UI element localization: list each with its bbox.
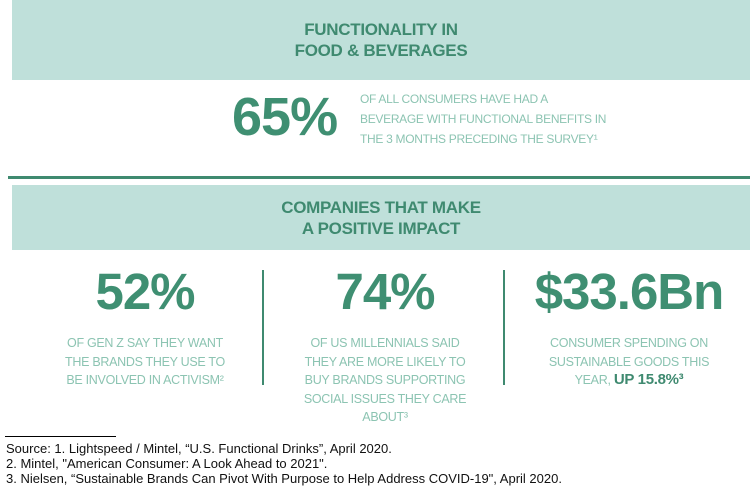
section2-header: COMPANIES THAT MAKE A POSITIVE IMPACT <box>12 185 750 250</box>
section1-title-line1: FUNCTIONALITY IN <box>304 20 458 39</box>
stat-column-spending: $33.6Bn CONSUMER SPENDING ON SUSTAINABLE… <box>508 262 750 390</box>
desc-line: BEVERAGE WITH FUNCTIONAL BENEFITS IN <box>360 112 607 126</box>
desc-line: OF US MILLENNIALS SAID <box>310 336 460 350</box>
section1-title-line2: FOOD & BEVERAGES <box>294 41 468 60</box>
stat-description: OF GEN Z SAY THEY WANT THE BRANDS THEY U… <box>65 334 225 390</box>
footnotes: Source: 1. Lightspeed / Mintel, “U.S. Fu… <box>6 441 562 486</box>
stat-description: CONSUMER SPENDING ON SUSTAINABLE GOODS T… <box>548 334 710 390</box>
desc-line: THEY ARE MORE LIKELY TO <box>304 354 466 369</box>
desc-line: THE BRANDS THEY USE TO <box>65 354 225 369</box>
desc-line: CONSUMER SPENDING ON <box>550 336 708 350</box>
stat-description: OF US MILLENNIALS SAID THEY ARE MORE LIK… <box>303 334 467 427</box>
desc-line: ABOUT³ <box>362 410 408 424</box>
footnote-rule <box>5 436 116 437</box>
stat-65: 65% <box>232 87 338 147</box>
desc-line: SUSTAINABLE GOODS THIS <box>548 354 710 369</box>
stat-value: 52% <box>95 263 195 320</box>
stat-column-gen-z: 52% OF GEN Z SAY THEY WANT THE BRANDS TH… <box>30 262 260 390</box>
desc-line: OF GEN Z SAY THEY WANT <box>67 336 223 350</box>
column-divider <box>503 270 505 385</box>
column-divider <box>262 270 264 385</box>
desc-line: THE 3 MONTHS PRECEDING THE SURVEY¹ <box>360 132 598 146</box>
stat-65-description: OF ALL CONSUMERS HAVE HAD A BEVERAGE WIT… <box>360 89 606 149</box>
stat-value: 74% <box>335 263 435 320</box>
desc-line: BUY BRANDS SUPPORTING <box>304 373 466 387</box>
section-divider <box>8 176 750 179</box>
section2-title-line1: COMPANIES THAT MAKE <box>281 197 481 217</box>
section2-title-line2: A POSITIVE IMPACT <box>301 218 461 238</box>
desc-line: OF ALL CONSUMERS HAVE HAD A <box>360 92 548 106</box>
desc-line: BE INVOLVED IN ACTIVISM² <box>66 373 224 387</box>
desc-line: SOCIAL ISSUES THEY CARE <box>303 391 467 406</box>
stat-column-millennials: 74% OF US MILLENNIALS SAID THEY ARE MORE… <box>268 262 502 427</box>
footnote: Source: 1. Lightspeed / Mintel, “U.S. Fu… <box>6 441 392 456</box>
section1-header: FUNCTIONALITY IN FOOD & BEVERAGES <box>12 0 750 80</box>
highlight-growth: UP 15.8%³ <box>613 371 684 388</box>
footnote: 2. Mintel, "American Consumer: A Look Ah… <box>6 456 328 471</box>
stat-value: $33.6Bn <box>534 263 725 320</box>
desc-line: YEAR, <box>574 373 611 387</box>
footnote: 3. Nielsen, “Sustainable Brands Can Pivo… <box>6 471 562 486</box>
